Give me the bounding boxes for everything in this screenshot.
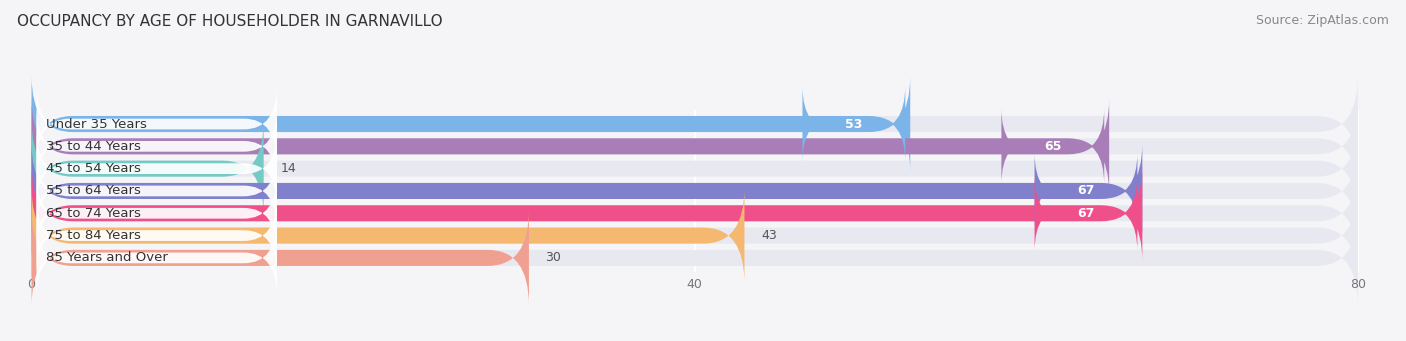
FancyBboxPatch shape bbox=[31, 76, 910, 172]
FancyBboxPatch shape bbox=[31, 99, 1109, 194]
FancyBboxPatch shape bbox=[37, 219, 277, 297]
Text: Under 35 Years: Under 35 Years bbox=[46, 118, 148, 131]
FancyBboxPatch shape bbox=[1035, 175, 1137, 252]
FancyBboxPatch shape bbox=[31, 143, 1142, 239]
FancyBboxPatch shape bbox=[31, 99, 1358, 194]
Text: 75 to 84 Years: 75 to 84 Years bbox=[46, 229, 142, 242]
FancyBboxPatch shape bbox=[31, 210, 1358, 306]
FancyBboxPatch shape bbox=[31, 143, 1358, 239]
FancyBboxPatch shape bbox=[803, 86, 905, 162]
Text: 35 to 44 Years: 35 to 44 Years bbox=[46, 140, 142, 153]
Text: 85 Years and Over: 85 Years and Over bbox=[46, 251, 169, 264]
Text: 65: 65 bbox=[1045, 140, 1062, 153]
FancyBboxPatch shape bbox=[31, 121, 264, 217]
FancyBboxPatch shape bbox=[31, 188, 744, 283]
FancyBboxPatch shape bbox=[1035, 152, 1137, 229]
FancyBboxPatch shape bbox=[31, 165, 1142, 261]
FancyBboxPatch shape bbox=[37, 174, 277, 253]
FancyBboxPatch shape bbox=[31, 121, 1358, 217]
Text: 45 to 54 Years: 45 to 54 Years bbox=[46, 162, 142, 175]
Text: 53: 53 bbox=[845, 118, 862, 131]
FancyBboxPatch shape bbox=[31, 210, 529, 306]
FancyBboxPatch shape bbox=[31, 76, 1358, 172]
Text: 65 to 74 Years: 65 to 74 Years bbox=[46, 207, 142, 220]
Text: 43: 43 bbox=[761, 229, 776, 242]
FancyBboxPatch shape bbox=[37, 196, 277, 275]
Text: 14: 14 bbox=[280, 162, 297, 175]
FancyBboxPatch shape bbox=[37, 85, 277, 163]
FancyBboxPatch shape bbox=[37, 107, 277, 186]
Text: Source: ZipAtlas.com: Source: ZipAtlas.com bbox=[1256, 14, 1389, 27]
FancyBboxPatch shape bbox=[31, 165, 1358, 261]
Text: 67: 67 bbox=[1077, 184, 1095, 197]
FancyBboxPatch shape bbox=[1001, 108, 1104, 185]
Text: 67: 67 bbox=[1077, 207, 1095, 220]
Text: 55 to 64 Years: 55 to 64 Years bbox=[46, 184, 142, 197]
FancyBboxPatch shape bbox=[37, 129, 277, 208]
Text: 30: 30 bbox=[546, 251, 561, 264]
FancyBboxPatch shape bbox=[37, 152, 277, 230]
Text: OCCUPANCY BY AGE OF HOUSEHOLDER IN GARNAVILLO: OCCUPANCY BY AGE OF HOUSEHOLDER IN GARNA… bbox=[17, 14, 443, 29]
FancyBboxPatch shape bbox=[31, 188, 1358, 283]
